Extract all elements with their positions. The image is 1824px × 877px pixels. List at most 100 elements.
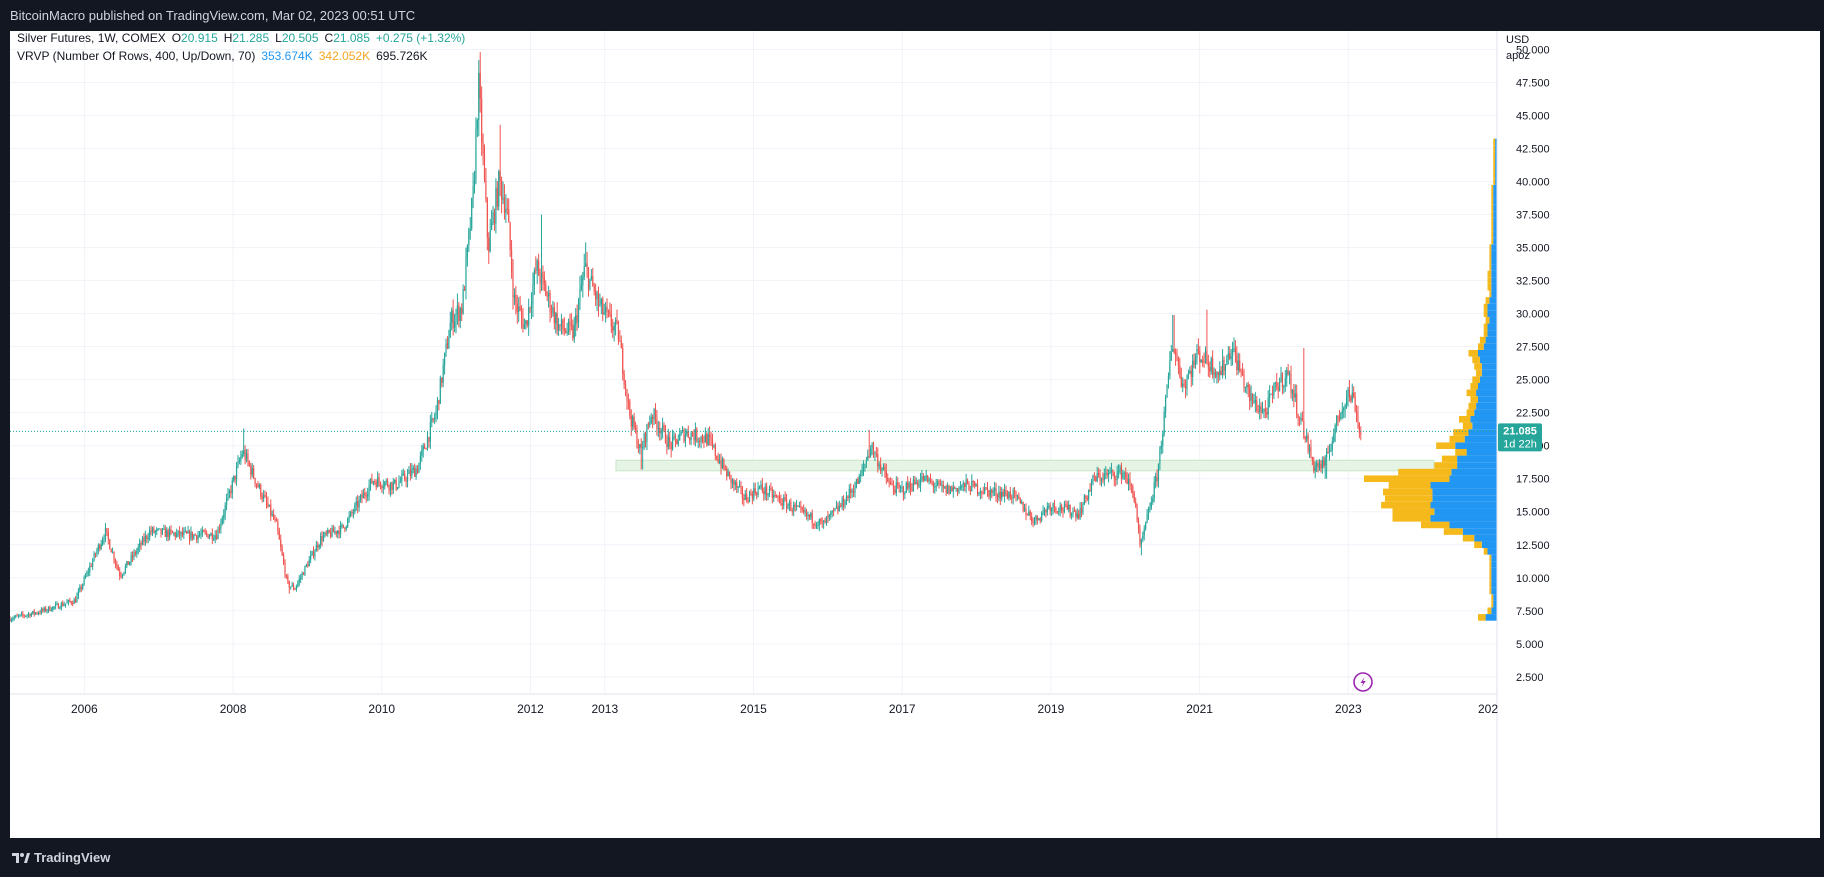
candle-body	[562, 319, 564, 329]
candle-body	[938, 481, 940, 483]
candle-series	[9, 52, 1362, 623]
candle-body	[540, 272, 543, 284]
vp-down-bar	[1466, 389, 1477, 397]
candle-body	[861, 468, 863, 475]
candle-body	[126, 561, 128, 567]
tradingview-logo-icon[interactable]	[12, 851, 30, 865]
price-chart[interactable]: 2.500 5.000 7.500 10.000 12.500 15.000 17.500 2…	[9, 31, 1820, 838]
candle-body	[1120, 466, 1123, 479]
candle-body	[203, 530, 205, 532]
candle-body	[1070, 513, 1073, 516]
candle-body	[728, 471, 731, 475]
candle-body	[1180, 377, 1182, 387]
candle-body	[1132, 486, 1134, 494]
price-tick-label: 45.000	[1516, 111, 1550, 123]
lightning-icon[interactable]	[1353, 672, 1373, 692]
candle-body	[119, 570, 121, 577]
candle-body	[136, 550, 138, 555]
candle-body	[178, 530, 181, 536]
candle-body	[1324, 457, 1326, 466]
candle-body	[123, 572, 125, 575]
price-tick-label: 7.500	[1516, 606, 1544, 618]
candle-body	[23, 615, 25, 617]
candle-body	[458, 305, 460, 321]
chart-area[interactable]: 2.500 5.000 7.500 10.000 12.500 15.000 17.500 2…	[9, 31, 1820, 838]
candle-body	[207, 534, 209, 539]
candle-body	[918, 485, 920, 487]
candle-body	[1353, 392, 1355, 397]
time-axis[interactable]: 2006 2008 2010 2012 2013 2015 2017 2019 2021 2023…	[71, 702, 1498, 716]
candle-body	[59, 608, 61, 610]
candle-body	[1269, 394, 1271, 398]
candle-body	[788, 502, 791, 506]
candle-body	[15, 615, 17, 618]
candle-body	[435, 411, 437, 418]
price-tick-label: 30.000	[1516, 309, 1550, 321]
candle-body	[929, 479, 932, 482]
candle-body	[630, 416, 632, 427]
candle-body	[656, 418, 658, 429]
candle-body	[278, 531, 280, 540]
candle-body	[835, 506, 838, 509]
candle-body	[525, 320, 527, 325]
candle-body	[700, 436, 702, 442]
candle-body	[959, 487, 962, 489]
candle-body	[801, 507, 803, 510]
candle-body	[341, 524, 343, 526]
candle-body	[780, 498, 782, 504]
candle-body	[1344, 404, 1346, 409]
candle-body	[171, 531, 174, 533]
vp-down-bar	[1472, 356, 1480, 364]
candle-body	[231, 480, 233, 494]
candle-body	[1046, 506, 1048, 513]
candle-body	[367, 494, 369, 497]
candle-body	[1106, 473, 1108, 476]
candle-body	[352, 512, 355, 514]
candle-body	[677, 440, 679, 445]
candle-body	[979, 491, 981, 494]
vp-down-bar	[1474, 541, 1482, 549]
candle-body	[1220, 370, 1222, 376]
candle-body	[167, 530, 169, 538]
candle-body	[1280, 373, 1282, 383]
candle-body	[1310, 447, 1312, 457]
candle-body	[888, 482, 890, 484]
candle-body	[234, 475, 236, 480]
candle-body	[19, 614, 21, 616]
vp-up-bar	[1491, 567, 1497, 575]
vp-down-bar	[1470, 396, 1478, 403]
vp-down-bar	[1476, 369, 1482, 377]
footer-brand[interactable]: TradingView	[34, 850, 111, 865]
vp-up-bar	[1491, 561, 1497, 568]
candle-body	[709, 434, 711, 438]
candle-body	[616, 319, 618, 323]
price-tick-label: 37.500	[1516, 210, 1550, 222]
candle-body	[911, 489, 913, 491]
candle-body	[937, 481, 939, 486]
vp-up-bar	[1430, 515, 1497, 522]
vp-up-bar	[1487, 323, 1497, 331]
vp-down-bar	[1489, 561, 1492, 568]
candle-body	[391, 482, 393, 490]
candle-body	[1214, 371, 1217, 378]
candle-body	[961, 485, 963, 488]
candle-body	[290, 586, 292, 588]
candle-body	[221, 518, 223, 524]
vrvp-label[interactable]: VRVP (Number Of Rows, 400, Up/Down, 70)	[17, 49, 256, 63]
candle-body	[321, 535, 323, 541]
candle-body	[280, 539, 282, 548]
vp-up-bar	[1495, 158, 1497, 166]
support-zone-box[interactable]	[615, 459, 1435, 472]
candle-body	[388, 485, 390, 491]
price-axis[interactable]: 2.500 5.000 7.500 10.000 12.500 15.000 17.500 2…	[1516, 44, 1550, 683]
candle-body	[398, 482, 400, 488]
candle-body	[1257, 410, 1259, 412]
candle-body	[865, 460, 867, 465]
candle-body	[1219, 370, 1221, 375]
candle-body	[580, 285, 582, 289]
candle-body	[496, 187, 498, 207]
symbol-name[interactable]: Silver Futures, 1W, COMEX	[17, 31, 166, 45]
candle-body	[1237, 360, 1239, 371]
vp-down-bar	[1487, 607, 1492, 615]
candle-body	[411, 469, 413, 476]
